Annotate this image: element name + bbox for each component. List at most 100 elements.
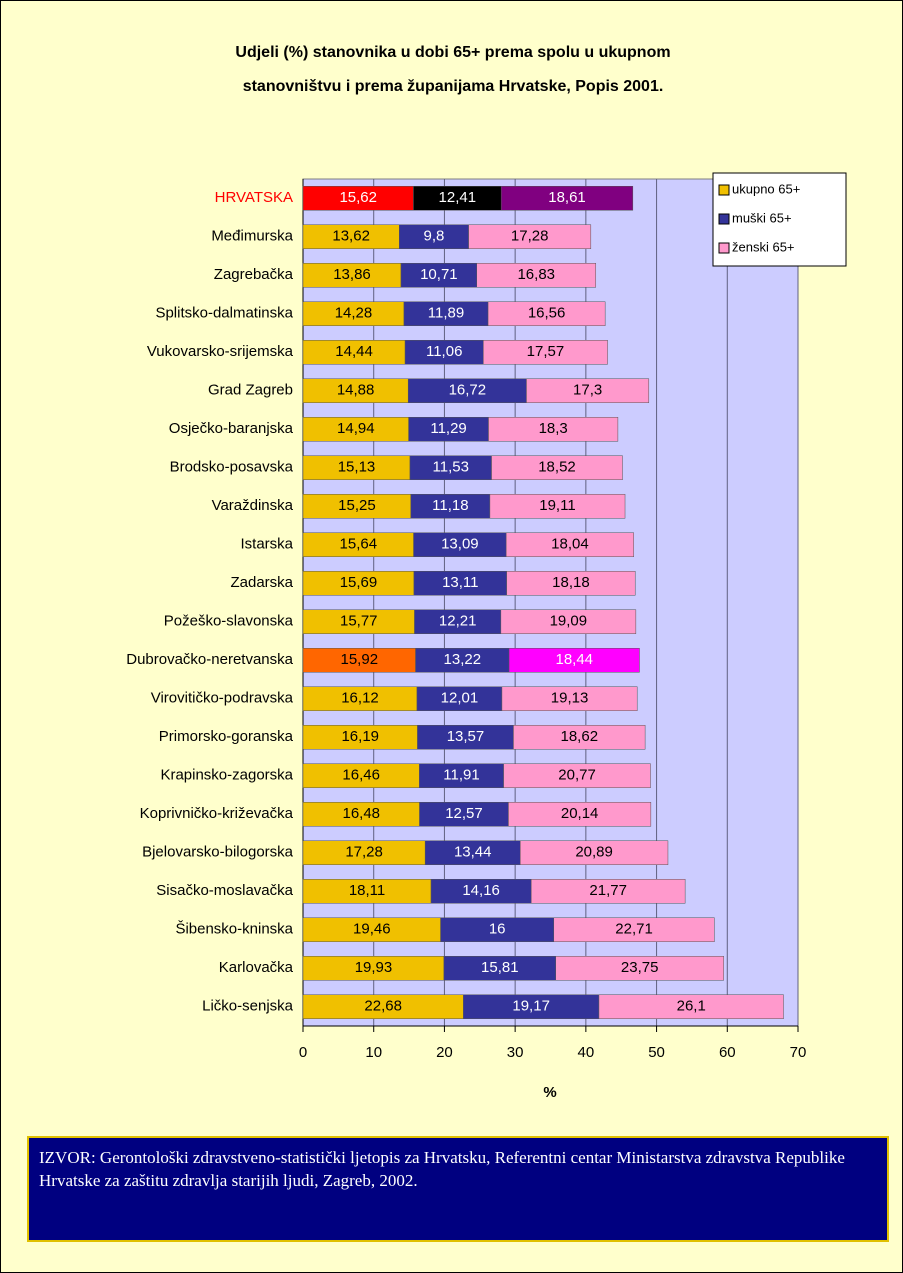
data-label: 20,77 (558, 767, 596, 784)
bar-segment (513, 725, 646, 750)
data-label: 14,44 (335, 343, 373, 360)
data-label: 16,48 (342, 805, 380, 822)
data-label: 21,77 (589, 882, 627, 899)
bar-segment (302, 532, 414, 557)
bar-segment (443, 956, 556, 981)
bar-segment (416, 686, 503, 711)
data-label: 16 (489, 921, 506, 938)
bar-segment (302, 802, 420, 827)
bar-segment (419, 763, 504, 788)
x-tick-label: 70 (790, 1044, 807, 1061)
data-label: 16,83 (517, 266, 555, 283)
bar-segment (302, 763, 420, 788)
bar-segment (417, 725, 514, 750)
y-tick-label: Karlovačka (219, 959, 294, 976)
y-tick-label: Virovitičko-podravska (151, 690, 294, 707)
x-tick-label: 20 (436, 1044, 453, 1061)
data-label: 16,19 (341, 728, 379, 745)
bar-segment (415, 648, 510, 673)
data-label: 9,8 (424, 228, 445, 245)
x-tick-label: 10 (365, 1044, 382, 1061)
bar-segment (302, 725, 418, 750)
bar-segment (302, 648, 416, 673)
data-label: 13,22 (444, 651, 482, 668)
y-tick-label: Splitsko-dalmatinska (155, 305, 293, 322)
data-label: 11,06 (426, 343, 462, 360)
data-label: 15,92 (341, 651, 379, 668)
data-label: 18,44 (555, 651, 593, 668)
bar-segment (302, 609, 415, 634)
bar-segment (483, 340, 608, 365)
data-label: 17,28 (345, 844, 383, 861)
legend-swatch (718, 184, 730, 196)
y-tick-label: Krapinsko-zagorska (160, 767, 293, 784)
y-tick-label: Dubrovačko-neretvanska (126, 651, 293, 668)
data-label: 16,46 (342, 767, 380, 784)
data-label: 14,28 (335, 305, 373, 322)
x-tick-label: 30 (507, 1044, 524, 1061)
data-label: 26,1 (677, 998, 706, 1015)
bar-segment (500, 186, 634, 211)
bar-segment (410, 494, 491, 519)
bar-segment (302, 186, 414, 211)
data-label: 19,93 (355, 959, 393, 976)
source-note: IZVOR: Gerontološki zdravstveno-statisti… (27, 1136, 889, 1242)
data-label: 20,89 (575, 844, 613, 861)
data-label: 12,01 (441, 690, 479, 707)
y-tick-label: Osječko-baranjska (169, 420, 294, 437)
data-label: 16,72 (449, 382, 487, 399)
y-tick-label: HRVATSKA (215, 189, 293, 206)
x-tick-label: 60 (719, 1044, 736, 1061)
legend-label: ženski 65+ (732, 239, 795, 254)
data-label: 17,3 (573, 382, 602, 399)
data-label: 14,94 (337, 420, 375, 437)
data-label: 14,88 (337, 382, 375, 399)
legend-swatch (718, 213, 730, 225)
data-label: 15,62 (339, 189, 377, 206)
bar-segment (476, 263, 597, 288)
bar-segment (302, 686, 418, 711)
bar-segment (302, 994, 464, 1019)
bar-segment (555, 956, 724, 981)
legend-label: ukupno 65+ (732, 181, 800, 196)
data-label: 14,16 (462, 882, 500, 899)
bar-segment (530, 879, 686, 904)
y-tick-label: Primorsko-goranska (159, 728, 294, 745)
data-label: 18,18 (552, 574, 590, 591)
data-label: 13,62 (332, 228, 370, 245)
bar-segment (526, 378, 650, 403)
data-label: 13,57 (447, 728, 485, 745)
bar-segment (302, 378, 409, 403)
y-tick-label: Brodsko-posavska (170, 459, 294, 476)
bar-segment (506, 571, 636, 596)
data-label: 20,14 (561, 805, 599, 822)
bar-segment (468, 224, 592, 249)
y-tick-label: Koprivničko-križevačka (140, 805, 294, 822)
y-tick-label: Ličko-senjska (202, 998, 294, 1015)
data-label: 15,13 (338, 459, 376, 476)
data-label: 18,61 (548, 189, 586, 206)
data-label: 11,29 (430, 420, 466, 437)
y-tick-label: Šibensko-kninska (175, 921, 293, 938)
bar-segment (489, 494, 626, 519)
x-axis-label: % (543, 1084, 556, 1101)
bar-segment (302, 956, 445, 981)
bar-segment (302, 455, 411, 480)
bar-segment (519, 840, 669, 865)
legend-label: muški 65+ (732, 210, 792, 225)
bar-segment (414, 609, 502, 634)
bar-segment (463, 994, 600, 1019)
data-label: 19,13 (551, 690, 589, 707)
bar-segment (399, 224, 469, 249)
bar-segment (413, 186, 502, 211)
data-label: 22,68 (364, 998, 402, 1015)
bar-segment (413, 571, 507, 596)
bar-segment (553, 917, 715, 942)
data-label: 13,11 (442, 574, 478, 591)
bar-segment (488, 417, 619, 442)
bar-segment (302, 494, 412, 519)
y-tick-label: Sisačko-moslavačka (156, 882, 293, 899)
legend-box (712, 172, 847, 267)
bar-segment (302, 340, 406, 365)
data-label: 15,69 (340, 574, 378, 591)
